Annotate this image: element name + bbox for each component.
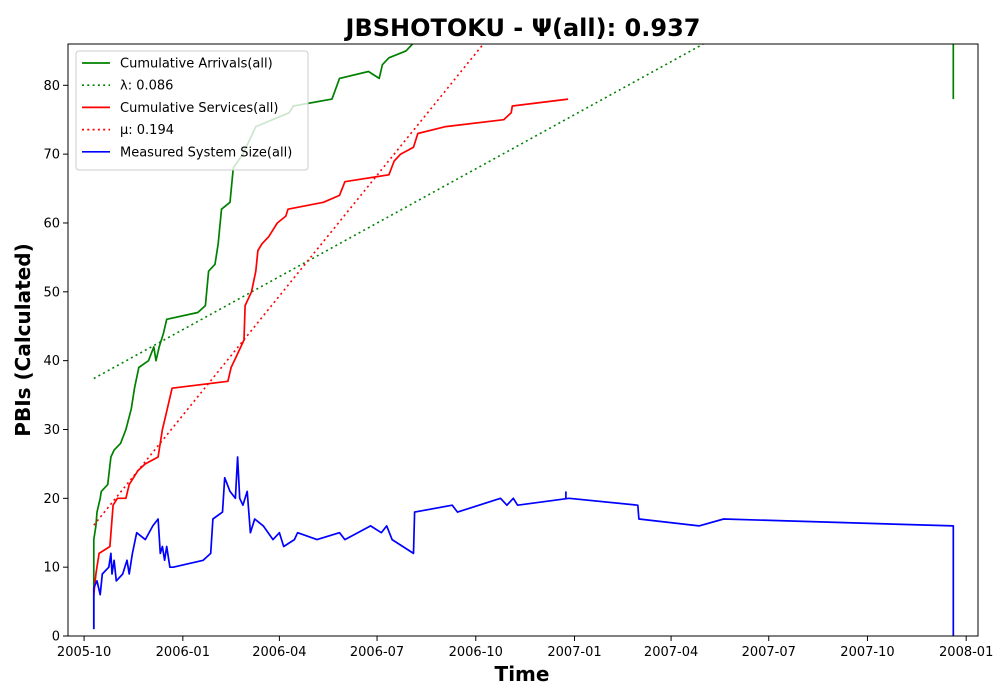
legend-label: λ: 0.086 [120,79,173,94]
x-tick-label: 2007-04 [644,645,698,660]
series-line-0-194 [93,44,484,526]
x-tick-label: 2007-01 [547,645,601,660]
y-tick-label: 40 [43,354,60,369]
legend-label: Measured System Size(all) [120,145,292,160]
y-tick-label: 0 [52,630,60,645]
y-axis: 0 10 20 30 40 50 60 70 80 [43,79,68,645]
plot-frame [67,43,979,637]
x-tick-label: 2006-10 [449,645,503,660]
y-axis-label: PBIs (Calculated) [11,243,35,436]
x-axis-label: Time [495,662,550,686]
y-tick-label: 10 [43,561,60,576]
series-line-cumulative-services-all [92,98,569,595]
x-tick-label: 2007-07 [742,645,796,660]
legend: Cumulative Arrivals(all) λ: 0.086 Cumulati… [75,50,309,171]
x-tick-label: 2005-10 [57,645,111,660]
x-tick-label: 2006-04 [252,645,306,660]
legend-label: Cumulative Services(all) [120,101,278,116]
plot-area [92,44,955,636]
y-tick-label: 20 [43,492,60,507]
x-tick-label: 2006-07 [350,645,404,660]
y-tick-label: 60 [43,216,60,231]
legend-label: Cumulative Arrivals(all) [120,57,273,72]
y-tick-label: 50 [43,285,60,300]
series-line-0-086 [93,44,704,380]
x-tick-label: 2008-01 [939,645,993,660]
series-line-cumulative-arrivals-all [92,44,414,630]
y-tick-label: 30 [43,423,60,438]
series-line-measured-system-size-all [92,456,955,636]
legend-label: μ: 0.194 [120,123,174,138]
legend-box [75,50,309,171]
y-tick-label: 80 [43,79,60,94]
x-tick-label: 2006-01 [156,645,210,660]
x-axis: 2005-10 2006-01 2006-04 2006-07 2006-10 2007-… [57,636,993,660]
y-tick-label: 70 [43,148,60,163]
x-tick-label: 2007-10 [840,645,894,660]
chart-title: JBSHOTOKU - Ψ(all): 0.937 [344,14,701,42]
